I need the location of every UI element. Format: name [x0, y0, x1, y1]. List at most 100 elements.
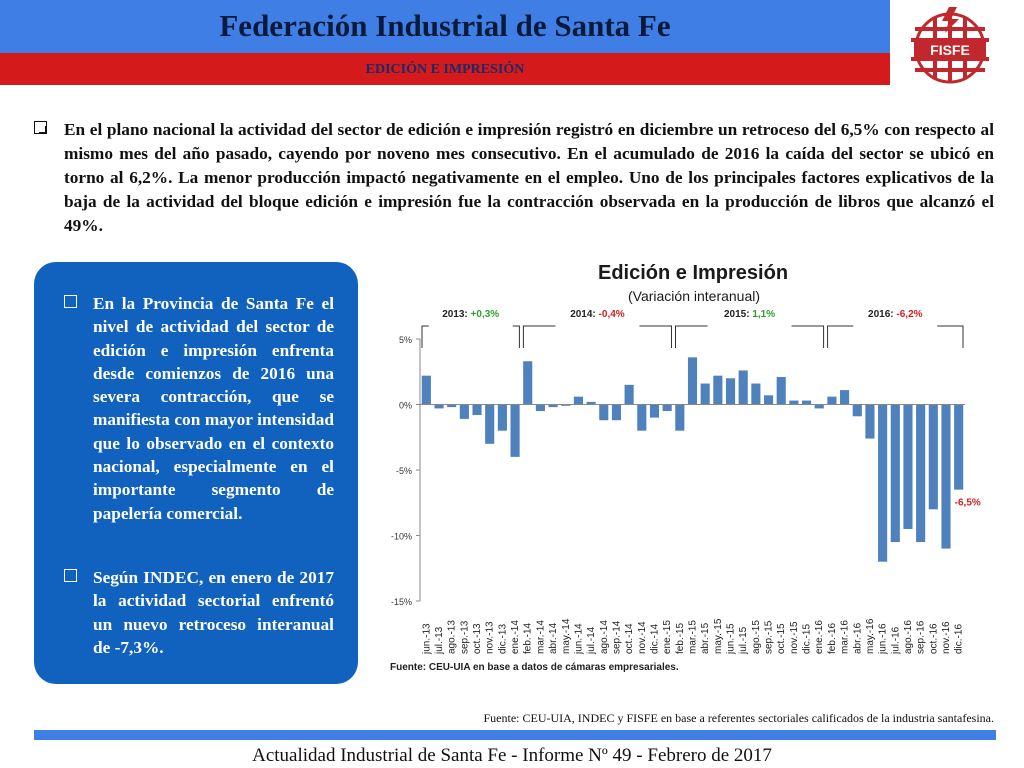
checkbox-bullet-icon — [34, 121, 47, 134]
bar — [941, 404, 951, 549]
x-tick-label: ago.-13 — [447, 620, 458, 654]
summary-item: Según INDEC, en enero de 2017 la activid… — [64, 566, 334, 659]
bar — [447, 404, 457, 408]
x-tick-label: dic.-16 — [954, 624, 965, 654]
x-tick-label: may.-16 — [865, 618, 876, 654]
x-tick-label: dic.-15 — [802, 624, 813, 654]
bar — [878, 404, 888, 562]
x-tick-label: abr.-14 — [548, 622, 559, 654]
x-tick-label: abr.-16 — [852, 622, 863, 654]
bar — [928, 404, 938, 510]
header-red-band — [0, 53, 890, 85]
x-tick-label: ene.-14 — [510, 620, 521, 654]
x-tick-label: sep.-15 — [764, 620, 775, 654]
bar — [725, 378, 736, 405]
chart-subtitle: (Variación interanual) — [628, 288, 761, 304]
page-title: Federación Industrial de Santa Fe — [219, 8, 671, 43]
x-tick-label: sep.-16 — [916, 620, 927, 654]
header-blue-band — [0, 0, 890, 53]
x-tick-label: feb.-16 — [827, 622, 838, 654]
bar — [890, 404, 900, 543]
year-bracket — [522, 325, 672, 348]
x-tick-label: oct.-16 — [928, 623, 939, 654]
bar — [776, 376, 786, 405]
y-tick-label: -15% — [391, 597, 412, 607]
bar — [624, 384, 634, 405]
x-tick-label: dic.-14 — [649, 624, 660, 654]
x-tick-label: jul.-16 — [890, 626, 901, 655]
x-tick-label: ene.-16 — [814, 620, 825, 654]
bar — [421, 375, 431, 405]
bar — [649, 404, 660, 418]
bar — [827, 396, 837, 405]
summary-item-text: En la Provincia de Santa Fe el nivel de … — [93, 294, 334, 523]
x-tick-label: jun.-13 — [421, 623, 432, 655]
x-tick-label: jun.-16 — [878, 623, 889, 655]
x-tick-label: sep.-13 — [459, 620, 470, 654]
x-tick-label: jul.-13 — [434, 626, 445, 655]
y-tick-label: 5% — [399, 335, 412, 345]
bar — [548, 404, 558, 408]
bar — [535, 404, 545, 412]
x-tick-label: ago.-16 — [903, 620, 914, 654]
chart-panel: Edición e Impresión (Variación interanua… — [380, 262, 1005, 684]
x-tick-label: feb.-14 — [523, 622, 534, 654]
bar — [814, 404, 824, 409]
bar — [738, 370, 748, 405]
bar — [852, 404, 862, 417]
bar — [472, 404, 482, 415]
x-tick-label: dic.-13 — [497, 624, 508, 654]
bar — [523, 361, 533, 405]
bar — [599, 404, 609, 421]
checkbox-bullet-icon — [64, 295, 77, 308]
bar — [459, 404, 469, 419]
bar — [700, 383, 710, 405]
intro-paragraph: En el plano nacional la actividad del se… — [34, 118, 994, 238]
bar — [637, 404, 647, 431]
year-bracket — [827, 325, 964, 348]
x-tick-label: jul.-15 — [738, 626, 749, 655]
bar — [789, 400, 799, 405]
x-tick-label: mar.-14 — [535, 620, 546, 654]
bar — [802, 400, 812, 405]
x-tick-label: jul.-14 — [586, 626, 597, 655]
source-note: Fuente: CEU-UIA, INDEC y FISFE en base a… — [483, 711, 994, 725]
x-tick-label: may.-14 — [561, 618, 572, 654]
bar — [611, 404, 622, 421]
x-tick-label: jun.-14 — [573, 623, 584, 655]
bar — [675, 404, 685, 431]
bar — [434, 404, 444, 409]
footer-text: Actualidad Industrial de Santa Fe - Info… — [252, 745, 772, 766]
fisfe-logo: FISFE — [911, 7, 989, 84]
logo-text: FISFE — [930, 42, 970, 58]
bar — [840, 390, 850, 405]
x-tick-label: nov.-15 — [789, 621, 800, 654]
x-tick-label: sep.-14 — [611, 620, 622, 654]
year-group-label: 2015: 1,1% — [724, 309, 775, 320]
x-tick-label: abr.-15 — [700, 622, 711, 654]
bar — [763, 395, 774, 405]
year-group-label: 2016: -6,2% — [868, 309, 923, 320]
santa-fe-summary-box: En la Provincia de Santa Fe el nivel de … — [34, 262, 358, 684]
year-group-label: 2014: -0,4% — [570, 309, 625, 320]
bar — [916, 404, 926, 543]
section-subtitle: EDICIÓN E IMPRESIÓN — [365, 62, 525, 77]
x-tick-label: nov.-13 — [485, 621, 496, 654]
chart-source: Fuente: CEU-UIA en base a datos de cámar… — [390, 662, 679, 673]
data-label: -6,5% — [955, 498, 981, 509]
bar — [954, 404, 964, 490]
x-tick-label: nov.-14 — [637, 621, 648, 654]
y-tick-label: -5% — [396, 466, 412, 476]
x-tick-label: mar.-15 — [688, 620, 699, 654]
x-tick-label: oct.-15 — [776, 623, 787, 654]
bar — [903, 404, 913, 529]
x-tick-label: may.-15 — [713, 618, 724, 654]
footer-bar — [34, 730, 996, 740]
bar — [573, 396, 583, 405]
x-tick-label: feb.-15 — [675, 622, 686, 654]
year-group-label: 2013: +0,3% — [442, 309, 499, 320]
bar — [751, 383, 761, 405]
x-tick-label: mar.-16 — [840, 620, 851, 654]
checkbox-bullet-icon — [64, 569, 77, 582]
chart-title: Edición e Impresión — [598, 262, 789, 284]
